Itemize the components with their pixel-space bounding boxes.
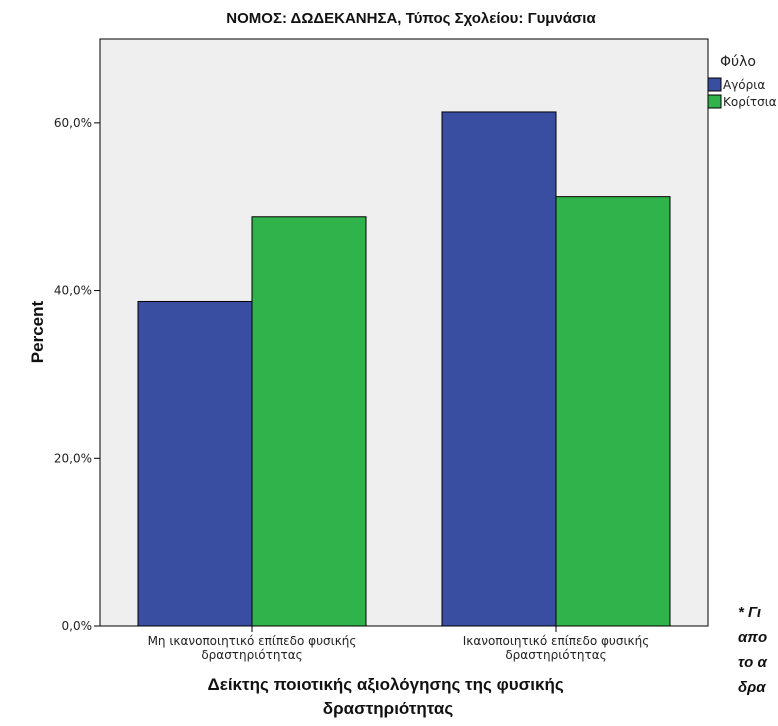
x-axis-label-line-1: Δείκτης ποιοτικής αξιολόγησης της φυσική… — [208, 675, 564, 694]
x-tick-label-1-line-0: Ικανοποιητικό επίπεδο φυσικής — [463, 634, 650, 648]
legend-item-0: Αγόρια — [723, 78, 765, 92]
legend-swatch-0 — [707, 77, 722, 92]
legend-swatch-1 — [707, 94, 722, 109]
x-tick-label-1: Ικανοποιητικό επίπεδο φυσικής δραστηριότη… — [463, 634, 650, 662]
legend: Φύλο Αγόρια Κορίτσια — [707, 54, 777, 109]
x-categories: Μη ικανοποιητικό επίπεδο φυσικής δραστηρι… — [148, 626, 650, 662]
bar-Αγόρια-1 — [441, 111, 557, 627]
footnote-line-2: απο — [738, 629, 767, 646]
chart-title: ΝΟΜΟΣ: ΔΩΔΕΚΑΝΗΣΑ, Τύπος Σχολείου: Γυμνά… — [226, 10, 596, 27]
x-axis-label-line-2: δραστηριότητας — [323, 699, 454, 718]
legend-title: Φύλο — [720, 54, 756, 70]
x-axis-label: Δείκτης ποιοτικής αξιολόγησης της φυσική… — [208, 675, 569, 718]
bars — [137, 111, 671, 627]
footnote-line-3: το α — [738, 654, 767, 671]
x-tick-label-0: Μη ικανοποιητικό επίπεδο φυσικής δραστηρι… — [148, 634, 357, 662]
y-tick-label-2: 40,0% — [54, 284, 92, 298]
y-axis-label: Percent — [28, 300, 47, 363]
x-tick-label-0-line-1: δραστηριότητας — [201, 648, 302, 662]
legend-item-1: Κορίτσια — [723, 95, 777, 109]
bar-Κορίτσια-0 — [251, 216, 367, 627]
footnote-line-1: * Γι — [738, 604, 761, 621]
y-tick-label-3: 60,0% — [54, 116, 92, 130]
footnote: * Γι απο το α δρα — [738, 604, 767, 696]
footnote-line-4: δρα — [738, 679, 766, 696]
x-tick-label-0-line-0: Μη ικανοποιητικό επίπεδο φυσικής — [148, 634, 357, 648]
bar-Αγόρια-0 — [137, 300, 253, 627]
y-tick-label-1: 20,0% — [54, 451, 92, 465]
y-tick-label-0: 0,0% — [62, 619, 93, 633]
x-tick-label-1-line-1: δραστηριότητας — [505, 648, 606, 662]
bar-Κορίτσια-1 — [555, 196, 671, 627]
y-axis: 0,0% 20,0% 40,0% 60,0% — [54, 116, 100, 633]
